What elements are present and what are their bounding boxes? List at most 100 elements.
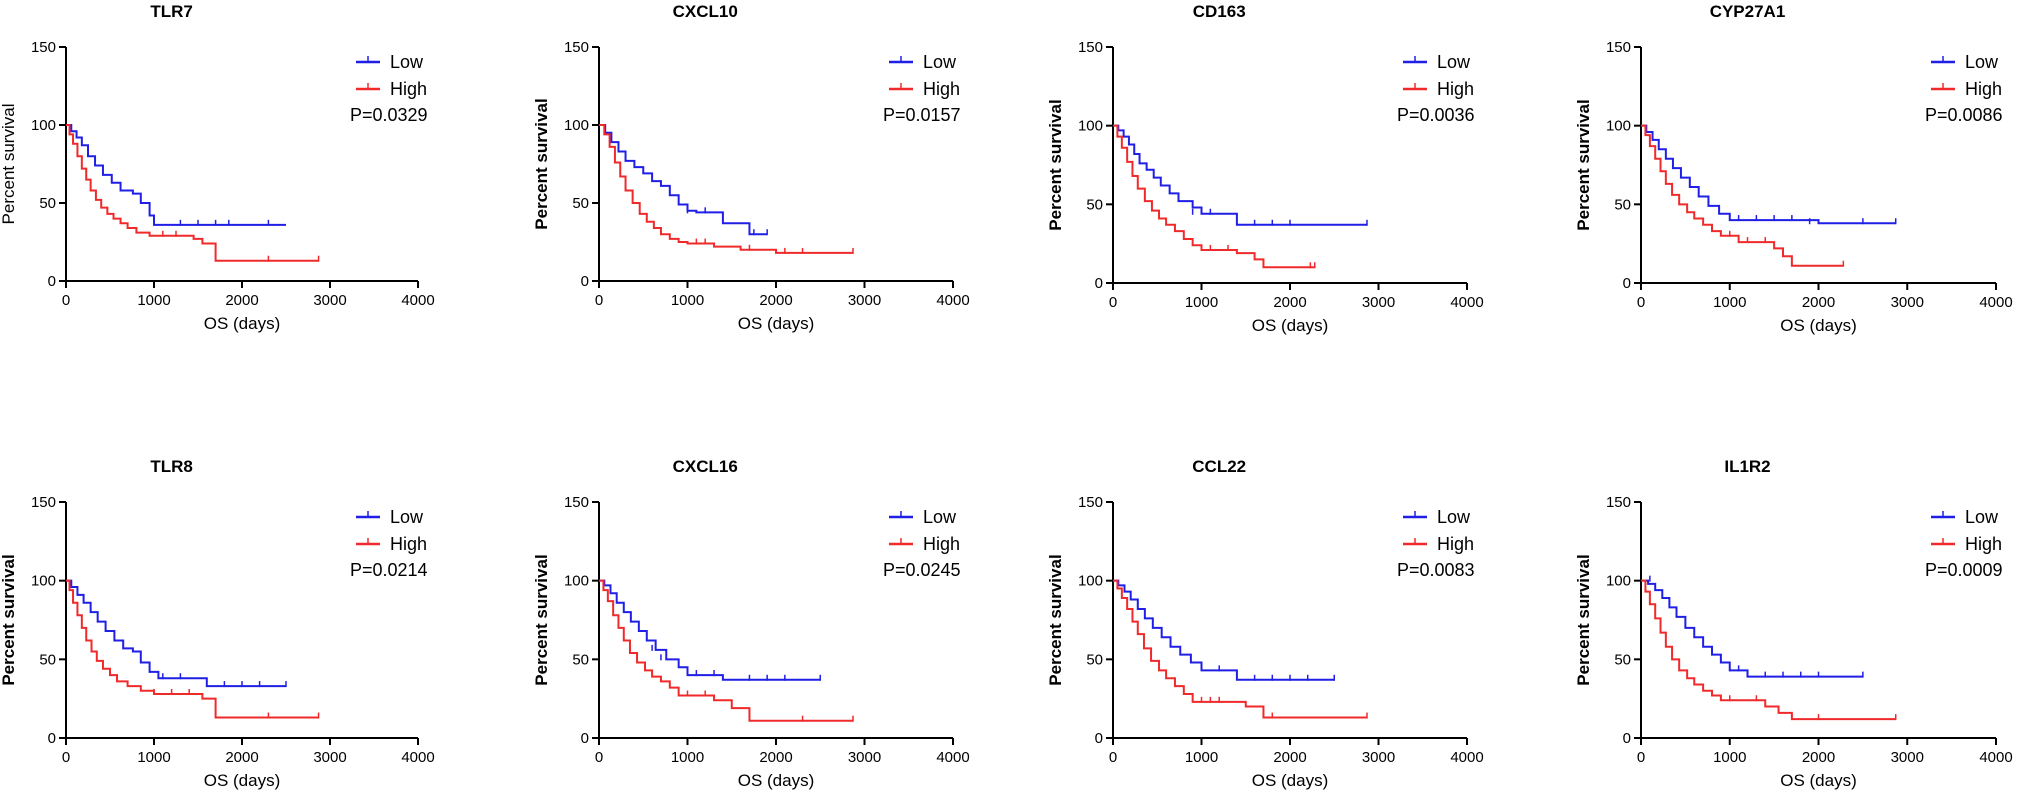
y-tick-label: 0 xyxy=(48,273,56,290)
x-axis-label: OS (days) xyxy=(1252,771,1329,790)
legend-label: High xyxy=(923,534,960,554)
p-value-label: P=0.0083 xyxy=(1397,560,1475,580)
legend-entry-high: High xyxy=(1931,79,2002,99)
x-tick-label: 1000 xyxy=(1185,749,1218,766)
p-value-label: P=0.0245 xyxy=(883,560,961,580)
x-tick-label: 4000 xyxy=(1450,294,1483,311)
p-value-label: P=0.0086 xyxy=(1925,105,2003,125)
km-panel-cxcl10: CXCL10 0 50 100 150 0 1000 2000 3000 4000 OS (days… xyxy=(532,2,970,333)
x-tick-label: 0 xyxy=(62,749,70,766)
legend-label: High xyxy=(923,79,960,99)
legend-entry-low: Low xyxy=(889,52,957,72)
y-tick-label: 150 xyxy=(564,39,589,56)
y-tick-label: 150 xyxy=(31,39,56,56)
survival-curve-low xyxy=(66,579,286,688)
legend-entry-low: Low xyxy=(1403,52,1471,72)
km-panel-cxcl16: CXCL16 0 50 100 150 0 1000 2000 3000 4000 OS (days… xyxy=(532,457,970,790)
x-tick-label: 3000 xyxy=(1362,749,1395,766)
panel-title: TLR8 xyxy=(150,457,193,476)
x-tick-label: 1000 xyxy=(137,749,170,766)
y-tick-label: 150 xyxy=(1078,39,1103,56)
x-tick-label: 2000 xyxy=(225,292,258,309)
legend-entry-low: Low xyxy=(356,52,424,72)
legend-entry-high: High xyxy=(1403,534,1474,554)
x-tick-label: 1000 xyxy=(137,292,170,309)
legend-label: Low xyxy=(1965,507,1999,527)
legend-label: High xyxy=(1437,79,1474,99)
panel-title: IL1R2 xyxy=(1724,457,1770,476)
legend-label: High xyxy=(390,534,427,554)
y-tick-label: 0 xyxy=(1095,730,1103,747)
y-tick-label: 50 xyxy=(1086,196,1103,213)
x-tick-label: 2000 xyxy=(225,749,258,766)
y-tick-label: 150 xyxy=(31,494,56,511)
legend-entry-high: High xyxy=(889,534,960,554)
y-tick-label: 150 xyxy=(564,494,589,511)
legend-label: Low xyxy=(923,52,957,72)
y-tick-label: 100 xyxy=(564,573,589,590)
survival-curve-high xyxy=(1641,124,1844,267)
y-axis-label: Percent survival xyxy=(1574,99,1593,230)
survival-curve-high xyxy=(66,579,319,719)
legend-entry-low: Low xyxy=(1931,507,1999,527)
x-tick-label: 3000 xyxy=(848,292,881,309)
x-tick-label: 0 xyxy=(595,749,603,766)
x-tick-label: 4000 xyxy=(1979,294,2012,311)
x-tick-label: 2000 xyxy=(1273,749,1306,766)
x-tick-label: 3000 xyxy=(1891,749,1924,766)
p-value-label: P=0.0157 xyxy=(883,105,961,125)
y-tick-label: 150 xyxy=(1606,494,1631,511)
panel-title: TLR7 xyxy=(150,2,193,21)
x-tick-label: 1000 xyxy=(1713,749,1746,766)
x-tick-label: 4000 xyxy=(401,292,434,309)
x-axis-label: OS (days) xyxy=(738,314,815,333)
survival-curve-low xyxy=(66,124,286,226)
legend-label: Low xyxy=(390,507,424,527)
y-tick-label: 150 xyxy=(1606,39,1631,56)
x-tick-label: 2000 xyxy=(1802,294,1835,311)
x-tick-label: 3000 xyxy=(1891,294,1924,311)
km-panel-cyp27a1: CYP27A1 0 50 100 150 0 1000 2000 3000 4000 OS (day… xyxy=(1574,2,2013,335)
y-tick-label: 100 xyxy=(1078,573,1103,590)
y-axis-label: Percent survival xyxy=(532,554,551,685)
legend-entry-low: Low xyxy=(1931,52,1999,72)
x-tick-label: 2000 xyxy=(759,292,792,309)
km-panel-il1r2: IL1R2 0 50 100 150 0 1000 2000 3000 4000 OS (days)… xyxy=(1574,457,2013,790)
legend-label: High xyxy=(1437,534,1474,554)
panel-title: CCL22 xyxy=(1192,457,1246,476)
x-axis-label: OS (days) xyxy=(1780,771,1857,790)
x-tick-label: 3000 xyxy=(313,292,346,309)
x-tick-label: 0 xyxy=(1637,749,1645,766)
legend-label: Low xyxy=(1437,507,1471,527)
y-tick-label: 0 xyxy=(1623,275,1631,292)
survival-curve-low xyxy=(1113,579,1335,681)
panel-title: CXCL16 xyxy=(673,457,738,476)
legend-entry-low: Low xyxy=(889,507,957,527)
y-tick-label: 50 xyxy=(1614,196,1631,213)
y-tick-label: 50 xyxy=(1614,651,1631,668)
x-tick-label: 3000 xyxy=(1362,294,1395,311)
p-value-label: P=0.0009 xyxy=(1925,560,2003,580)
y-axis-label: Percent survival xyxy=(0,104,18,225)
y-tick-label: 100 xyxy=(1078,118,1103,135)
p-value-label: P=0.0329 xyxy=(350,105,428,125)
legend-entry-high: High xyxy=(356,79,427,99)
y-axis-label: Percent survival xyxy=(532,98,551,229)
legend-label: High xyxy=(390,79,427,99)
legend-label: Low xyxy=(923,507,957,527)
y-tick-label: 50 xyxy=(39,651,56,668)
legend-label: Low xyxy=(1437,52,1471,72)
x-axis-label: OS (days) xyxy=(204,771,281,790)
y-tick-label: 150 xyxy=(1078,494,1103,511)
panel-title: CXCL10 xyxy=(673,2,738,21)
y-axis-label: Percent survival xyxy=(1574,554,1593,685)
x-tick-label: 4000 xyxy=(1450,749,1483,766)
x-axis-label: OS (days) xyxy=(204,314,281,333)
x-tick-label: 1000 xyxy=(671,749,704,766)
panel-title: CYP27A1 xyxy=(1710,2,1786,21)
survival-curve-low xyxy=(1641,124,1896,225)
x-tick-label: 1000 xyxy=(1713,294,1746,311)
y-tick-label: 50 xyxy=(572,195,589,212)
x-tick-label: 4000 xyxy=(936,749,969,766)
